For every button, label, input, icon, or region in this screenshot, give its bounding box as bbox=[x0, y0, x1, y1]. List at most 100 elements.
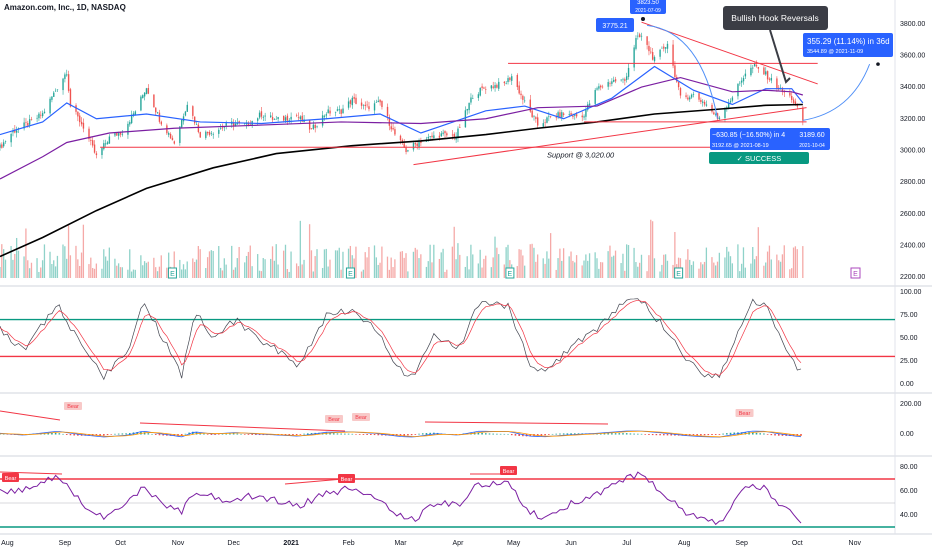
macd-histogram-bar bbox=[117, 433, 120, 435]
volume-bar bbox=[301, 264, 303, 278]
macd-histogram-bar bbox=[188, 432, 190, 435]
candle-body bbox=[205, 131, 207, 138]
macd-histogram-bar bbox=[69, 434, 72, 436]
macd-histogram-bar bbox=[103, 434, 105, 436]
macd-histogram-bar bbox=[121, 433, 124, 435]
candle-body bbox=[77, 111, 79, 117]
stoch-tick-label: 25.00 bbox=[900, 358, 918, 365]
candle-body bbox=[542, 123, 544, 127]
candle-body bbox=[646, 36, 648, 45]
volume-bar bbox=[494, 236, 496, 278]
candle-body bbox=[549, 116, 552, 118]
candle-body bbox=[12, 130, 14, 133]
candle-body bbox=[373, 103, 376, 111]
macd-histogram-bar bbox=[529, 434, 532, 437]
stochastic-panel[interactable] bbox=[0, 298, 895, 381]
macd-histogram-bar bbox=[410, 434, 413, 436]
candle-body bbox=[132, 113, 135, 116]
volume-bar bbox=[316, 249, 318, 278]
volume-bar bbox=[104, 256, 107, 278]
volume-bar bbox=[277, 264, 279, 278]
volume-bar bbox=[620, 263, 622, 278]
candle-body bbox=[195, 124, 198, 125]
volume-bar bbox=[303, 259, 305, 278]
candle-body bbox=[193, 116, 196, 124]
candle-body bbox=[650, 51, 652, 53]
macd-histogram-bar bbox=[303, 433, 305, 435]
volume-bar bbox=[186, 261, 188, 278]
macd-bear-label-box bbox=[64, 402, 82, 410]
macd-histogram-bar bbox=[611, 433, 613, 435]
volume-bar bbox=[93, 268, 96, 278]
volume-bar bbox=[778, 260, 780, 278]
volume-bar bbox=[674, 231, 676, 278]
volume-bar bbox=[218, 246, 220, 278]
volume-bar bbox=[737, 244, 739, 278]
volume-bar bbox=[744, 267, 746, 278]
volume-bar bbox=[56, 255, 59, 278]
macd-histogram-bar bbox=[507, 433, 509, 435]
volume-bar bbox=[472, 254, 474, 278]
volume-bar bbox=[206, 257, 209, 278]
price-tick-label: 2800.00 bbox=[900, 179, 925, 186]
macd-histogram-bar bbox=[99, 434, 101, 436]
x-tick-label: Oct bbox=[115, 540, 126, 547]
candle-body bbox=[724, 108, 726, 119]
volume-bar bbox=[25, 228, 27, 278]
candle-body bbox=[555, 117, 557, 118]
candle-body bbox=[340, 109, 342, 114]
volume-bar bbox=[503, 264, 505, 278]
volume-bar bbox=[635, 262, 637, 278]
volume-bar bbox=[533, 247, 535, 278]
candle-body bbox=[218, 129, 220, 134]
candle-body bbox=[700, 99, 702, 102]
candle-body bbox=[713, 112, 715, 115]
candle-body bbox=[600, 85, 602, 88]
projection-curve bbox=[802, 63, 871, 121]
candle-body bbox=[588, 103, 591, 106]
x-tick-label: Aug bbox=[1, 540, 14, 547]
volume-bar bbox=[555, 269, 557, 278]
volume-bar bbox=[752, 247, 754, 278]
macd-histogram-bar bbox=[614, 433, 617, 435]
x-tick-label: May bbox=[507, 540, 521, 547]
volume-bar bbox=[1, 244, 3, 278]
macd-panel[interactable]: Bear Bear Bear Bear bbox=[0, 402, 802, 438]
candle-body bbox=[206, 131, 209, 134]
volume-bar bbox=[117, 263, 120, 278]
volume-bar bbox=[535, 261, 537, 278]
candle-body bbox=[219, 128, 222, 130]
macd-histogram-bar bbox=[726, 433, 728, 435]
volume-bar bbox=[477, 263, 479, 278]
volume-bar bbox=[179, 259, 181, 278]
peak-date-label: 2021-07-09 bbox=[635, 8, 661, 14]
volume-bar bbox=[140, 255, 142, 278]
candle-body bbox=[659, 49, 661, 57]
macd-histogram-bar bbox=[351, 433, 354, 435]
earnings-marker-box bbox=[505, 267, 515, 279]
volume-bar bbox=[212, 250, 214, 278]
candle-body bbox=[104, 143, 107, 145]
rsi-panel[interactable]: Bear Bear Bear bbox=[0, 466, 895, 528]
volume-bar bbox=[792, 247, 795, 278]
candle-body bbox=[689, 97, 691, 100]
volume-bar bbox=[53, 260, 55, 278]
macd-line bbox=[0, 430, 802, 438]
volume-bar bbox=[457, 243, 459, 278]
price-tick-label: 2600.00 bbox=[900, 211, 925, 218]
candle-body bbox=[49, 98, 51, 114]
candle-body bbox=[299, 116, 302, 120]
x-tick-label: Jun bbox=[565, 540, 576, 547]
volume-bar bbox=[765, 262, 767, 278]
volume-bar bbox=[310, 250, 313, 278]
macd-histogram-bar bbox=[540, 434, 543, 436]
volume-bar bbox=[373, 245, 376, 278]
macd-histogram-bar bbox=[299, 434, 302, 435]
candle-body bbox=[703, 101, 706, 105]
macd-histogram-bar bbox=[637, 433, 639, 435]
rsi-bear-box bbox=[500, 466, 517, 475]
volume-bar bbox=[781, 254, 784, 278]
candle-body bbox=[290, 116, 292, 120]
price-panel[interactable] bbox=[0, 32, 804, 258]
